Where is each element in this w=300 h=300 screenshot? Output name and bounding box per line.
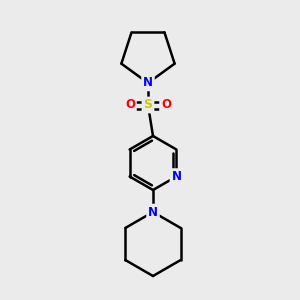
Text: N: N [148, 206, 158, 218]
Text: O: O [161, 98, 171, 112]
Text: N: N [171, 170, 182, 183]
Text: S: S [143, 98, 152, 112]
Text: O: O [125, 98, 135, 112]
Text: N: N [143, 76, 153, 89]
